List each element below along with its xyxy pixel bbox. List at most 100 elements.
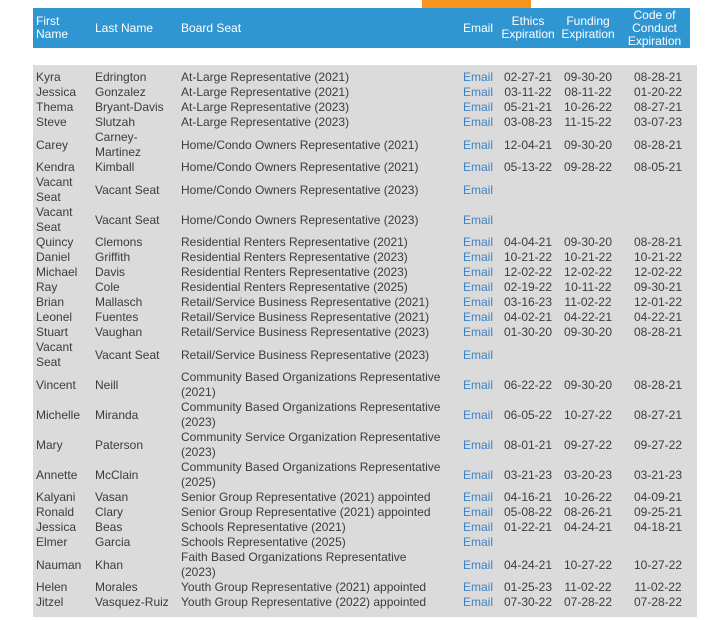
cell-board-seat: At-Large Representative (2021) [181,85,350,99]
cell-board-seat: At-Large Representative (2023) [181,100,350,114]
email-link[interactable]: Email [462,85,493,99]
cell-funding-expiration: 09-30-20 [563,325,613,339]
email-link[interactable]: Email [462,182,493,197]
orange-accent-bar [422,0,531,8]
email-link[interactable]: Email [462,520,493,534]
email-link[interactable]: Email [462,137,493,152]
cell-email: Email [457,340,499,370]
cell-ethics-expiration: 05-21-21 [503,100,553,114]
cell-first-name: Jessica [36,520,77,534]
email-link[interactable]: Email [462,280,493,294]
cell-conduct-expiration [619,205,697,235]
email-link[interactable]: Email [462,325,493,339]
cell-first-name: Brian [36,295,65,309]
cell-funding-expiration [557,535,619,550]
header-row: First Name Last Name Board Seat Email Ethics… [33,8,690,48]
cell-conduct-expiration: 12-01-22 [633,295,683,309]
table-row: Vacant Seat Vacant Seat Retail/Service Bus… [33,340,697,370]
cell-first-name: Vacant Seat [36,340,73,369]
email-link[interactable]: Email [462,407,493,422]
cell-board-seat: Schools Representative (2025) [181,535,346,549]
cell-first-name: Steve [36,115,67,129]
cell-email: Email [457,460,499,490]
cell-last-name: Vaughan [95,325,143,339]
cell-email: Email [457,265,499,280]
email-link[interactable]: Email [462,100,493,114]
cell-last-name: Garcia [95,535,131,549]
email-link[interactable]: Email [462,557,493,572]
cell-board-seat: Senior Group Representative (2021) appoi… [181,490,431,504]
cell-last-name: Neill [95,377,119,392]
email-link[interactable]: Email [462,377,493,392]
email-link[interactable]: Email [462,70,493,84]
email-link[interactable]: Email [462,115,493,129]
cell-last-name: Clemons [95,235,143,249]
email-link[interactable]: Email [462,295,493,309]
cell-first-name: Leonel [36,310,73,324]
cell-last-name: Slutzah [95,115,136,129]
table-row: Steve Slutzah At-Large Representative (202… [33,115,697,130]
email-link[interactable]: Email [462,467,493,482]
cell-funding-expiration: 12-02-22 [563,265,613,279]
cell-first-name: Nauman [36,557,82,572]
email-link[interactable]: Email [462,347,493,362]
table-row: Elmer Garcia Schools Representative (2025)… [33,535,697,550]
cell-ethics-expiration: 03-16-23 [503,295,553,309]
cell-ethics-expiration [499,175,557,205]
email-link[interactable]: Email [462,437,493,452]
email-link[interactable]: Email [462,595,493,609]
cell-board-seat: Residential Renters Representative (2023… [181,265,408,279]
cell-conduct-expiration: 08-28-21 [633,377,683,392]
cell-first-name: Ronald [36,505,75,519]
table-row: Michael Davis Residential Renters Represen… [33,265,697,280]
email-link[interactable]: Email [462,535,493,549]
email-link[interactable]: Email [462,212,493,227]
cell-conduct-expiration: 09-30-21 [633,280,683,294]
table-row: Vacant Seat Vacant Seat Home/Condo Owners … [33,175,697,205]
cell-email: Email [457,175,499,205]
table-row: Vacant Seat Vacant Seat Home/Condo Owners … [33,205,697,235]
cell-last-name: Morales [95,580,138,594]
cell-email: Email [457,595,499,610]
cell-last-name: Davis [95,265,126,279]
cell-conduct-expiration [619,535,697,550]
table-row: Stuart Vaughan Retail/Service Business Rep… [33,325,697,340]
email-link[interactable]: Email [462,235,493,249]
email-link[interactable]: Email [462,160,493,174]
cell-ethics-expiration: 03-11-22 [504,85,552,99]
table-row: Kalyani Vasan Senior Group Representative … [33,490,697,505]
cell-board-seat: Community Based Organizations Representa… [181,400,441,429]
cell-ethics-expiration: 07-30-22 [503,595,553,609]
email-link[interactable]: Email [462,580,493,594]
email-link[interactable]: Email [462,265,493,279]
cell-funding-expiration: 04-24-21 [563,520,613,534]
column-header-first: First Name [36,14,69,41]
cell-funding-expiration: 10-27-22 [563,557,613,572]
cell-first-name: Helen [36,580,68,594]
cell-ethics-expiration: 04-04-21 [503,235,553,249]
cell-email: Email [457,400,499,430]
cell-conduct-expiration: 08-28-21 [633,70,683,84]
cell-board-seat: At-Large Representative (2023) [181,115,350,129]
cell-funding-expiration: 10-21-22 [563,250,613,264]
cell-email: Email [457,85,499,100]
cell-conduct-expiration: 09-25-21 [633,505,683,519]
table-row: Kendra Kimball Home/Condo Owners Represent… [33,160,697,175]
table-row: Leonel Fuentes Retail/Service Business Rep… [33,310,697,325]
email-link[interactable]: Email [462,490,493,504]
email-link[interactable]: Email [462,310,493,324]
cell-funding-expiration: 10-27-22 [563,407,613,422]
table-row: Thema Bryant-Davis At-Large Representative… [33,100,697,115]
cell-email: Email [457,370,499,400]
email-link[interactable]: Email [462,250,493,264]
cell-funding-expiration: 08-11-22 [564,85,612,99]
cell-board-seat: Retail/Service Business Representative (… [181,347,430,362]
email-link[interactable]: Email [462,505,493,519]
cell-conduct-expiration: 11-02-22 [634,580,682,594]
cell-conduct-expiration: 03-07-23 [633,115,683,129]
cell-ethics-expiration: 05-08-22 [503,505,553,519]
cell-email: Email [457,490,499,505]
cell-conduct-expiration: 10-21-22 [633,250,683,264]
cell-board-seat: Retail/Service Business Representative (… [181,325,430,339]
cell-conduct-expiration: 08-28-21 [633,325,683,339]
